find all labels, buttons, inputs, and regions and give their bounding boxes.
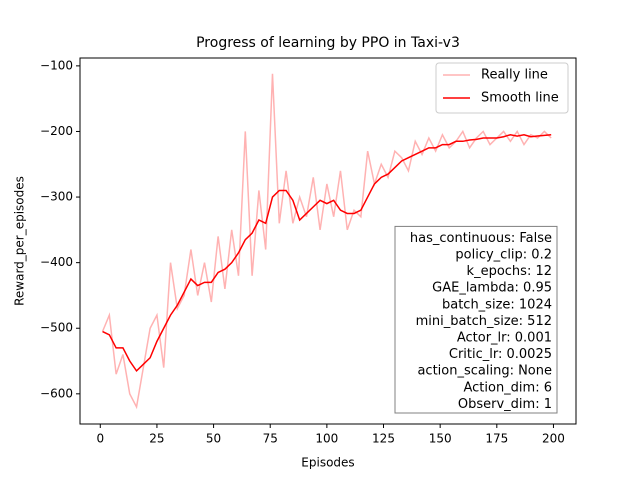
x-tick-label: 75 bbox=[263, 432, 278, 446]
x-tick-label: 125 bbox=[372, 432, 395, 446]
x-tick-label: 175 bbox=[485, 432, 508, 446]
x-tick-label: 25 bbox=[149, 432, 164, 446]
chart-title: Progress of learning by PPO in Taxi-v3 bbox=[196, 35, 460, 51]
annotation-line: policy_clip: 0.2 bbox=[455, 248, 552, 263]
y-axis-label: Reward_per_episodes bbox=[13, 176, 27, 306]
x-tick-label: 100 bbox=[315, 432, 338, 446]
y-tick-label: −400 bbox=[40, 255, 73, 269]
data-line bbox=[101, 73, 552, 410]
annotation-line: action_scaling: None bbox=[417, 364, 552, 379]
x-tick-label: 150 bbox=[429, 432, 452, 446]
annotation-line: has_continuous: False bbox=[410, 231, 552, 246]
annotation-line: Observ_dim: 1 bbox=[458, 397, 552, 412]
y-tick-label: −100 bbox=[40, 58, 73, 72]
data-line bbox=[102, 133, 552, 373]
x-tick-label: 200 bbox=[542, 432, 565, 446]
x-tick-label: 0 bbox=[96, 432, 104, 446]
annotation-line: Actor_lr: 0.001 bbox=[457, 331, 552, 346]
y-tick-label: −500 bbox=[40, 321, 73, 335]
legend-label: Really line bbox=[481, 68, 548, 83]
plot-frame bbox=[79, 57, 577, 425]
annotation-line: batch_size: 1024 bbox=[442, 297, 552, 312]
y-tick-label: −300 bbox=[40, 190, 73, 204]
annotation-box bbox=[394, 225, 558, 414]
annotation-line: mini_batch_size: 512 bbox=[416, 314, 552, 329]
annotation-line: Action_dim: 6 bbox=[463, 380, 552, 395]
annotation-line: Critic_lr: 0.0025 bbox=[449, 347, 552, 362]
x-axis-label: Episodes bbox=[301, 456, 354, 470]
x-tick-label: 50 bbox=[206, 432, 221, 446]
annotation-line: k_epochs: 12 bbox=[467, 264, 552, 279]
y-tick-label: −600 bbox=[40, 386, 73, 400]
y-tick-label: −200 bbox=[40, 124, 73, 138]
annotation-line: GAE_lambda: 0.95 bbox=[432, 281, 552, 296]
legend-label: Smooth line bbox=[481, 91, 559, 106]
